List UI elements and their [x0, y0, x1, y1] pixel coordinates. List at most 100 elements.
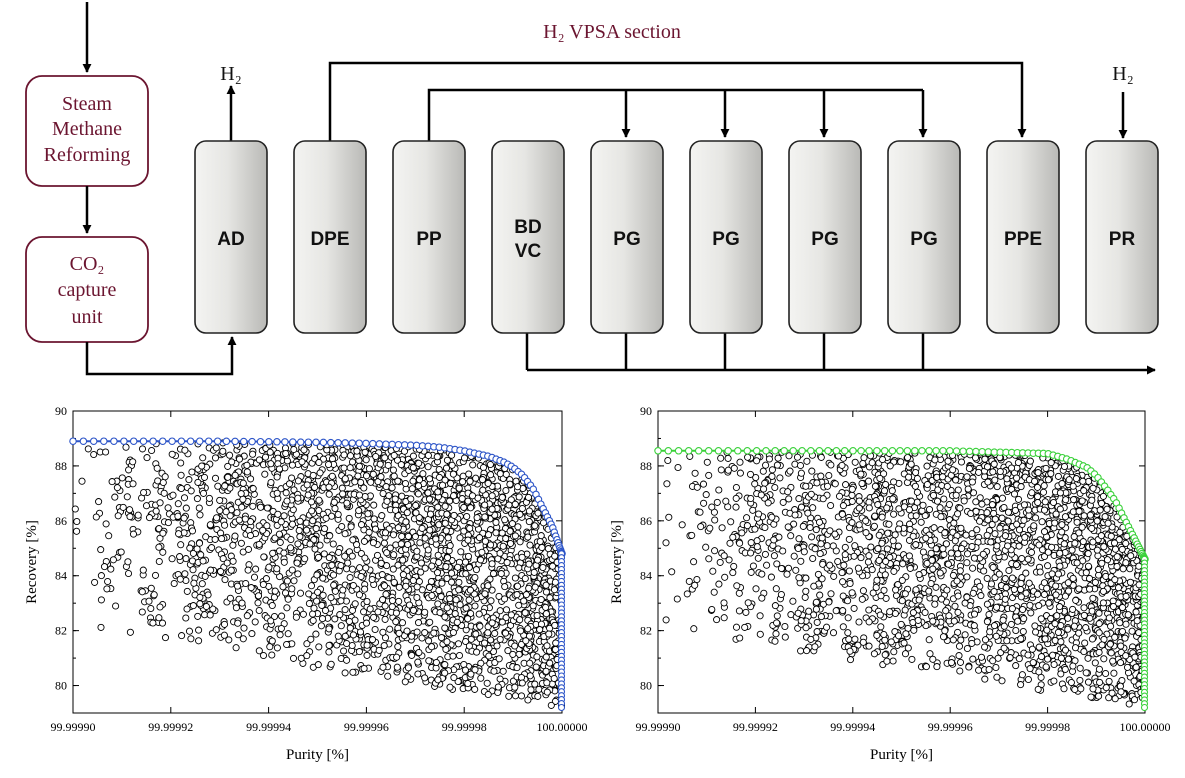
data-point — [762, 461, 770, 469]
data-point — [880, 586, 888, 594]
data-point — [214, 482, 222, 490]
data-point — [325, 483, 333, 491]
data-point — [516, 538, 524, 546]
data-point — [964, 485, 972, 493]
data-point — [320, 550, 328, 558]
data-point — [494, 683, 502, 691]
data-point — [188, 527, 197, 535]
data-point — [513, 591, 521, 599]
data-point — [802, 574, 810, 582]
data-point — [243, 612, 251, 620]
data-point — [475, 534, 484, 542]
data-point — [365, 465, 373, 473]
column-body — [689, 140, 763, 334]
data-point — [143, 454, 151, 462]
data-point — [813, 479, 821, 487]
data-point — [492, 529, 500, 537]
data-point — [871, 512, 879, 520]
data-point — [465, 470, 473, 478]
data-point — [665, 513, 673, 521]
data-point — [827, 501, 835, 510]
data-point — [914, 616, 922, 624]
data-point — [756, 630, 764, 638]
data-point — [732, 494, 740, 502]
data-point — [998, 514, 1006, 522]
data-point — [485, 644, 493, 652]
data-point — [268, 637, 276, 645]
data-point — [361, 448, 369, 456]
data-point — [380, 582, 389, 590]
column-body — [1085, 140, 1159, 334]
data-point — [312, 524, 320, 533]
data-point — [991, 476, 999, 484]
data-point — [434, 551, 442, 559]
data-point — [465, 596, 473, 604]
data-point — [870, 650, 878, 658]
pareto-point — [362, 439, 370, 448]
data-point — [690, 558, 698, 566]
data-point — [341, 530, 349, 538]
data-point — [395, 583, 403, 591]
data-point — [718, 524, 726, 532]
data-point — [226, 451, 234, 459]
data-point — [941, 529, 949, 537]
data-point — [424, 546, 432, 554]
data-point — [1045, 599, 1053, 607]
data-point — [408, 485, 416, 493]
data-point — [459, 478, 467, 486]
data-point — [221, 521, 229, 529]
data-point — [362, 472, 371, 480]
data-point — [123, 493, 131, 501]
data-point — [705, 555, 713, 563]
data-point — [341, 669, 349, 677]
data-point — [151, 571, 160, 579]
data-point — [969, 655, 977, 663]
data-point — [481, 639, 489, 647]
data-point — [869, 589, 877, 597]
data-point — [487, 541, 495, 549]
column-label: PG — [712, 229, 739, 250]
h2-purge-label: H₂ — [1112, 63, 1133, 85]
data-point — [683, 590, 691, 598]
data-point — [811, 643, 819, 651]
data-point — [489, 570, 498, 578]
data-point — [109, 556, 117, 564]
data-point — [238, 599, 246, 607]
data-point — [341, 632, 349, 640]
data-point — [513, 582, 522, 590]
data-point — [515, 564, 523, 572]
pareto-point — [89, 437, 98, 445]
data-point — [370, 613, 378, 621]
data-point — [746, 470, 755, 478]
column-4: PG — [590, 140, 664, 334]
data-point — [231, 471, 239, 479]
x-tick-label: 99.99992 — [148, 720, 193, 734]
data-point — [1015, 542, 1023, 550]
data-point — [471, 573, 479, 582]
data-point — [742, 608, 750, 616]
data-point — [161, 473, 169, 481]
data-point — [524, 625, 532, 633]
data-point — [977, 592, 985, 600]
data-point — [362, 564, 370, 572]
data-point — [290, 445, 298, 454]
data-point — [462, 570, 470, 578]
data-point — [346, 573, 354, 582]
data-point — [771, 483, 779, 492]
data-point — [337, 561, 345, 570]
data-point — [112, 602, 120, 610]
data-point — [696, 508, 704, 516]
data-point — [155, 557, 163, 566]
data-point — [190, 579, 198, 587]
data-point — [273, 473, 281, 481]
data-point — [447, 479, 455, 487]
column-label: AD — [217, 229, 244, 250]
pareto-point — [273, 438, 281, 446]
data-point — [552, 639, 560, 647]
data-point — [178, 632, 186, 640]
data-point — [305, 590, 313, 598]
data-point — [873, 631, 881, 639]
data-point — [1014, 495, 1023, 503]
data-point — [1012, 626, 1020, 635]
column-label: PPE — [1004, 229, 1042, 250]
